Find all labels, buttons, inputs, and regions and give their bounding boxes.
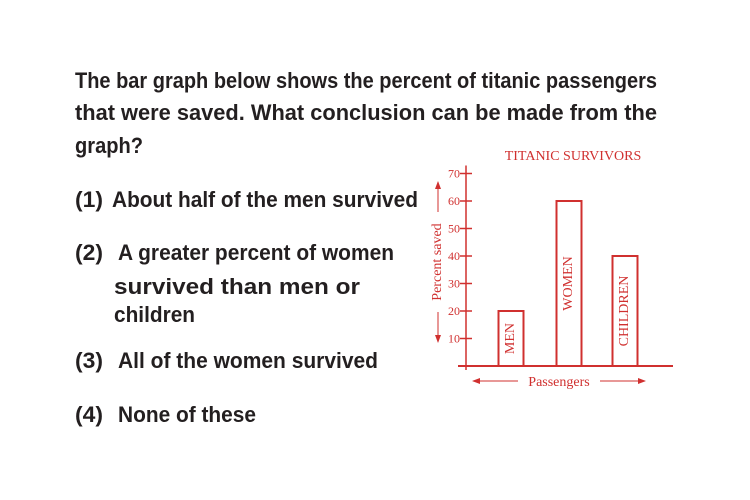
option-text: A greater percent of women — [118, 240, 394, 265]
y-tick-label: 60 — [448, 194, 460, 208]
option-text: children — [114, 302, 195, 327]
y-tick-label: 50 — [448, 222, 460, 236]
x-axis-label: Passengers — [528, 375, 589, 390]
y-tick-label: 30 — [448, 277, 460, 291]
option-text: All of the women survived — [118, 348, 378, 373]
chart-title: TITANIC SURVIVORS — [505, 149, 642, 164]
chart: TITANIC SURVIVORS 10 20 30 40 50 60 70 MEN WOMEN C… — [430, 149, 673, 390]
y-tick-label: 20 — [448, 304, 460, 318]
y-tick-label: 10 — [448, 332, 460, 346]
category-label: WOMEN — [561, 256, 576, 310]
option-text: survived than men or — [114, 274, 360, 299]
y-tick-label: 70 — [448, 167, 460, 181]
question-line: graph? — [75, 133, 143, 158]
bar — [497, 310, 525, 367]
option-number: (2) — [75, 240, 103, 265]
option-number: (4) — [75, 402, 103, 427]
y-axis-label: Percent saved — [430, 223, 445, 300]
category-label: MEN — [503, 323, 518, 354]
option-text: About half of the men survived — [112, 187, 418, 212]
question-line: The bar graph below shows the percent of… — [75, 68, 657, 93]
option-number: (1) — [75, 187, 103, 212]
category-label: CHILDREN — [617, 276, 632, 347]
option-text: None of these — [118, 402, 256, 427]
bar — [555, 200, 583, 367]
option-number: (3) — [75, 348, 103, 373]
question-block: The bar graph below shows the percent of… — [75, 68, 657, 427]
y-tick-label: 40 — [448, 249, 460, 263]
question-line: that were saved. What conclusion can be … — [75, 100, 657, 125]
bar — [611, 255, 639, 367]
